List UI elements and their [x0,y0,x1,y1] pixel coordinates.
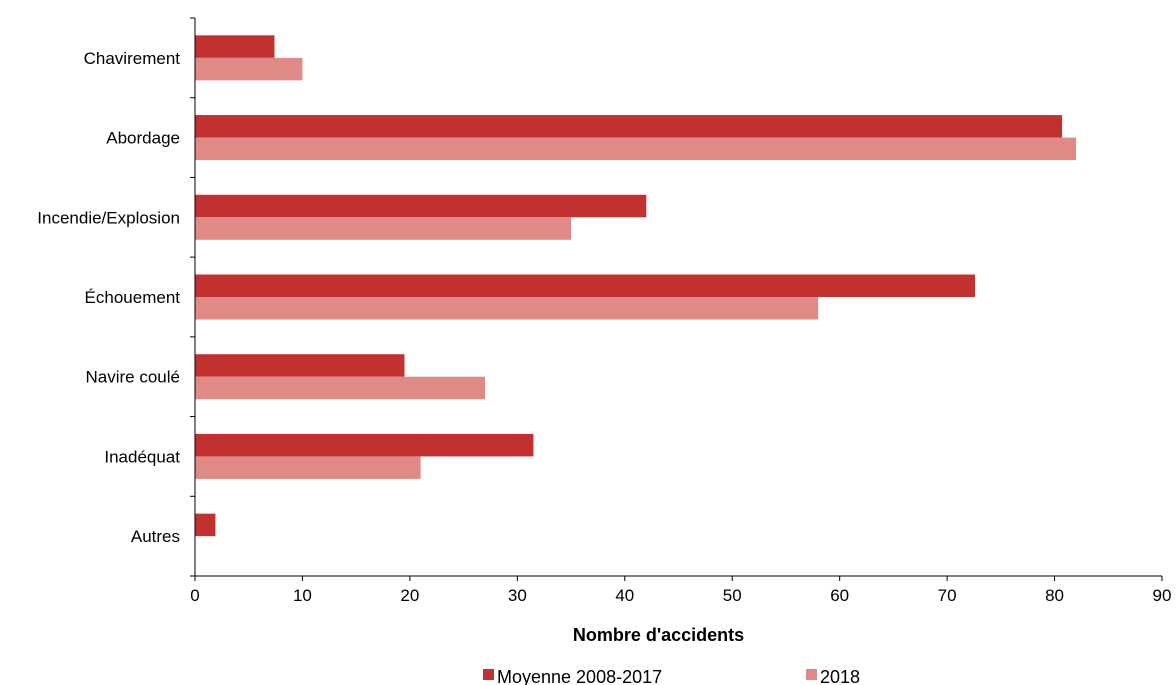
x-tick-label: 40 [615,586,634,605]
legend-label: 2018 [820,667,860,685]
category-label: Autres [131,527,180,546]
bar-y2018 [195,57,303,81]
category-label: Échouement [85,288,181,307]
x-tick-label: 80 [1045,586,1064,605]
x-axis-title: Nombre d'accidents [573,625,744,645]
x-tick-label: 30 [508,586,527,605]
bar-y2018 [195,297,819,320]
x-tick-label: 60 [830,586,849,605]
axes-group [190,17,1163,581]
x-tick-label: 50 [723,586,742,605]
bar-moyenne [195,35,275,58]
x-tick-label: 0 [190,586,199,605]
bar-moyenne [195,433,534,457]
x-tick-labels: 0 10 20 30 40 50 60 70 80 90 [190,586,1171,605]
x-tick-label: 90 [1153,586,1172,605]
x-tick-label: 10 [293,586,312,605]
bar-moyenne [195,513,216,537]
legend-swatch [806,669,817,680]
legend-swatch [483,669,494,680]
bar-y2018 [195,137,1077,161]
bar-y2018 [195,217,572,240]
category-label: Abordage [106,129,180,148]
x-tick-label: 70 [938,586,957,605]
x-tick-label: 20 [400,586,419,605]
category-labels: Chavirement Abordage Incendie/Explosion Éch… [37,49,180,546]
category-label: Incendie/Explosion [37,208,180,227]
category-label: Navire coulé [86,368,181,387]
bar-moyenne [195,274,976,297]
bar-moyenne [195,194,647,218]
bar-y2018 [195,456,421,479]
bar-moyenne [195,115,1063,138]
category-label: Inadéquat [104,447,180,466]
legend: Moyenne 2008-2017 2018 [483,667,860,685]
bar-y2018 [195,376,486,400]
bar-moyenne [195,354,405,377]
category-label: Chavirement [84,49,181,68]
legend-label: Moyenne 2008-2017 [497,667,662,685]
bars-group [195,35,1077,537]
